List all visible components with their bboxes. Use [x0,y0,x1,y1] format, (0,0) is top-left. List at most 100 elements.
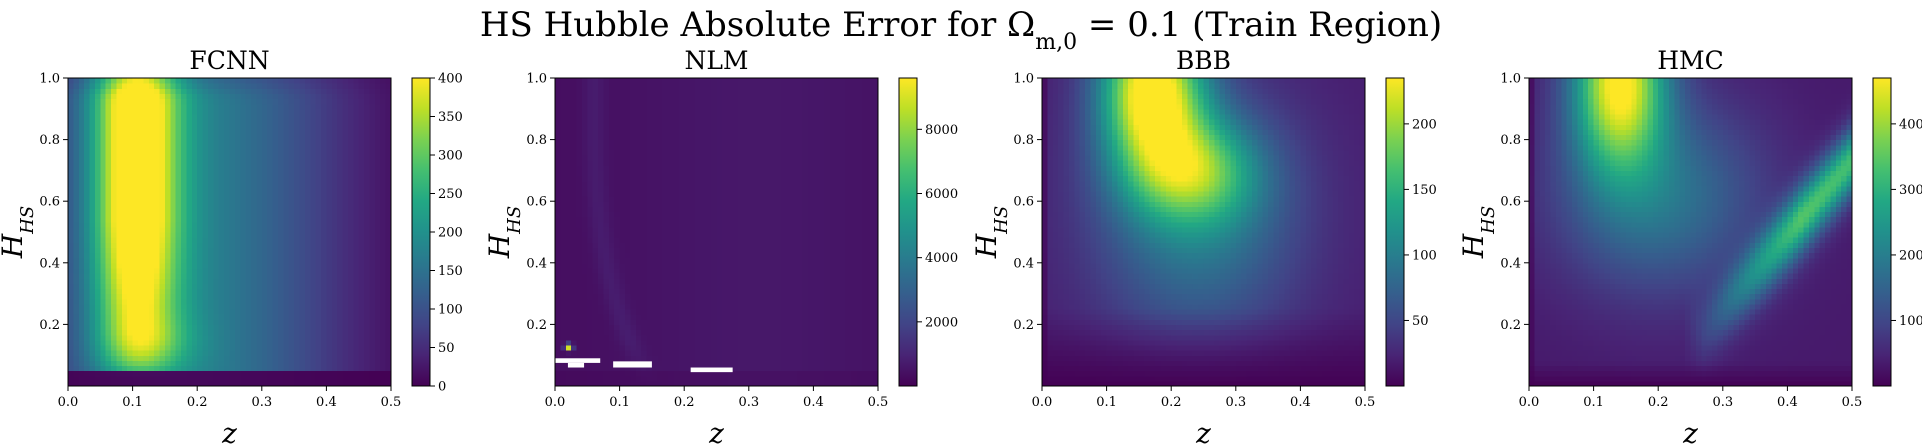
heatmap-cell [808,344,814,351]
heatmap-cell [89,175,96,182]
heatmap-cell [175,155,182,161]
heatmap-cell [170,226,177,233]
heatmap-cell [288,262,295,269]
heatmap-cell [127,144,134,151]
heatmap-cell [786,375,793,382]
heatmap-cell [197,93,204,100]
heatmap-cell [111,252,118,259]
heatmap-cell [824,314,831,320]
heatmap-cell [261,134,268,141]
heatmap-cell [170,339,177,346]
heatmap-cell [310,211,317,218]
heatmap-cell [364,339,371,346]
heatmap-cell [100,324,107,331]
heatmap-cell [781,365,788,372]
heatmap-cell [294,370,301,377]
heatmap-cell [347,257,354,264]
heatmap-cell [326,221,333,228]
heatmap-cell [288,314,295,320]
heatmap-cell [207,237,214,243]
heatmap-cell [326,314,333,320]
heatmap-cell [234,98,241,105]
heatmap-cell [331,293,338,300]
heatmap-cell [759,309,766,315]
heatmap-cell [374,185,381,192]
heatmap-cell [154,350,161,356]
heatmap-cell [137,170,144,177]
heatmap-cell [727,334,734,341]
heatmap-cell [684,298,691,305]
heatmap-cell [861,355,868,361]
heatmap-cell [181,273,188,279]
heatmap-cell [159,293,166,300]
heatmap-cell [240,329,247,336]
heatmap-cell [111,78,118,84]
heatmap-cell [251,365,258,372]
heatmap-cell [148,314,155,320]
heatmap-cell [251,334,258,341]
heatmap-cell [364,288,371,295]
heatmap-cell [856,324,863,331]
heatmap-cell [267,113,274,120]
heatmap-cell [207,324,214,331]
heatmap-cell [571,324,578,331]
heatmap-cell [111,293,118,300]
heatmap-cell [207,160,214,166]
heatmap-cell [353,350,360,356]
heatmap-cell [288,124,295,130]
heatmap-cell [89,319,96,325]
heatmap-cell [94,360,101,367]
heatmap-cell [711,324,718,331]
heatmap-cell [304,339,311,346]
heatmap-cell [234,350,241,356]
heatmap-cell [673,319,680,325]
heatmap-cell [116,355,123,361]
heatmap-cell [321,185,327,192]
heatmap-cell [353,134,360,141]
heatmap-cell [100,160,107,166]
heatmap-cell [94,124,101,130]
heatmap-cell [764,278,771,284]
heatmap-cell [581,375,588,382]
heatmap-cell [310,319,317,325]
heatmap-cell [224,165,231,171]
heatmap-cell [283,226,290,233]
heatmap-cell [261,298,268,305]
heatmap-cell [245,190,252,197]
heatmap-cell [759,319,766,325]
heatmap-cell [555,370,561,377]
heatmap-cell [337,165,344,171]
heatmap-cell [684,334,691,341]
heatmap-cell [111,283,118,290]
heatmap-cell [364,211,371,218]
heatmap-cell [342,98,349,105]
heatmap-cell [234,370,241,377]
heatmap-cell [84,108,91,115]
heatmap-cell [315,350,322,356]
heatmap-cell [304,303,311,310]
heatmap-cell [364,319,371,325]
heatmap-cell [137,206,144,213]
heatmap-cell [143,211,150,218]
heatmap-cell [304,334,311,341]
heatmap-cell [581,283,588,290]
heatmap-cell [84,211,91,218]
heatmap-cell [385,206,392,213]
heatmap-cell [68,293,74,300]
heatmap-cell [326,185,333,192]
heatmap-cell [186,355,193,361]
heatmap-cell [245,319,252,325]
heatmap-cell [256,83,263,89]
heatmap-cell [326,226,333,233]
heatmap-cell [711,355,718,361]
heatmap-cell [218,134,225,141]
heatmap-cell [705,380,712,387]
heatmap-cell [576,283,583,290]
heatmap-cell [207,329,214,336]
heatmap-cell [598,283,605,290]
heatmap-cell [824,278,831,284]
heatmap-cell [581,298,588,305]
heatmap-cell [321,196,327,202]
heatmap-cell [137,303,144,310]
heatmap-cell [369,119,376,125]
